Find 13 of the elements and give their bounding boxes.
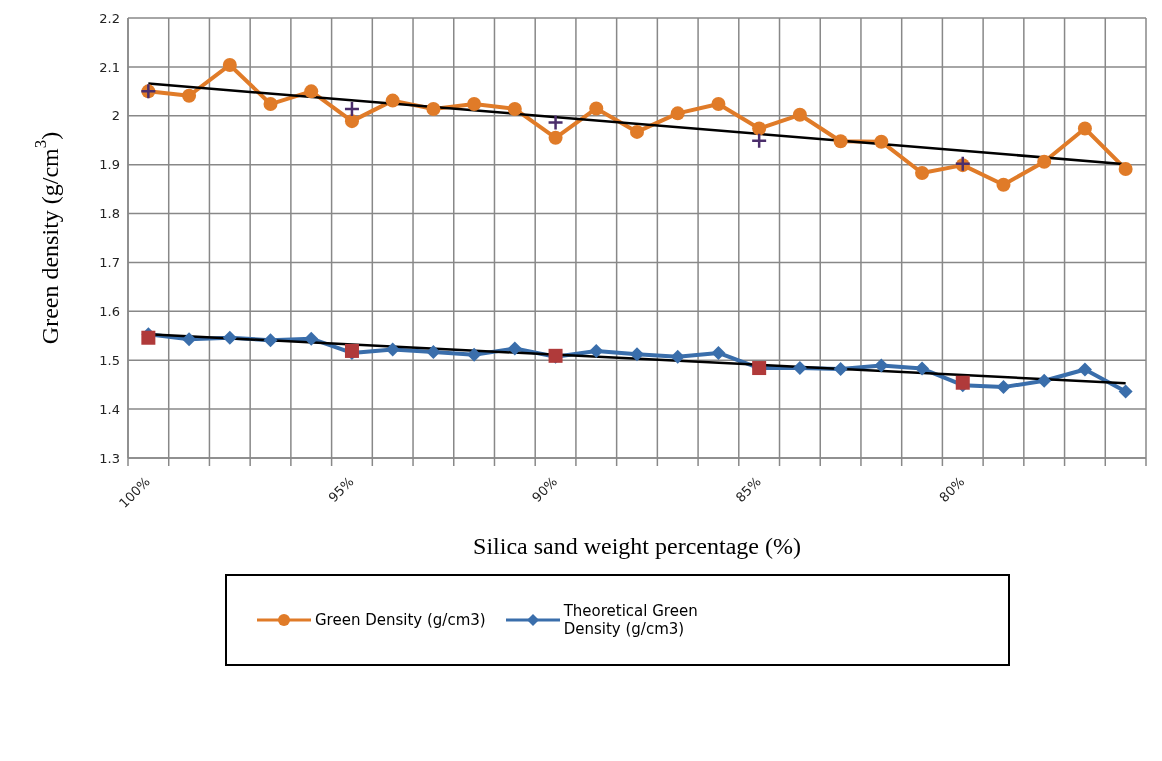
x-axis-title: Silica sand weight percentage (%)	[473, 533, 801, 559]
y-tick-label: 1.6	[99, 303, 120, 319]
y-tick-label: 1.5	[99, 352, 120, 368]
legend-label: Theoretical Green Density (g/cm3)	[563, 602, 699, 638]
y-tick-label: 2	[111, 108, 120, 124]
y-tick-label: 1.9	[99, 157, 120, 173]
y-tick-label: 2.1	[99, 59, 120, 75]
y-tick-label: 1.4	[99, 401, 120, 417]
y-tick-label: 1.7	[99, 255, 120, 271]
y-tick-label: 1.3	[99, 450, 120, 466]
y-tick-label: 1.8	[99, 206, 120, 222]
legend-label: Green Density (g/cm3)	[315, 611, 486, 629]
y-tick-label: 2.2	[99, 10, 120, 26]
